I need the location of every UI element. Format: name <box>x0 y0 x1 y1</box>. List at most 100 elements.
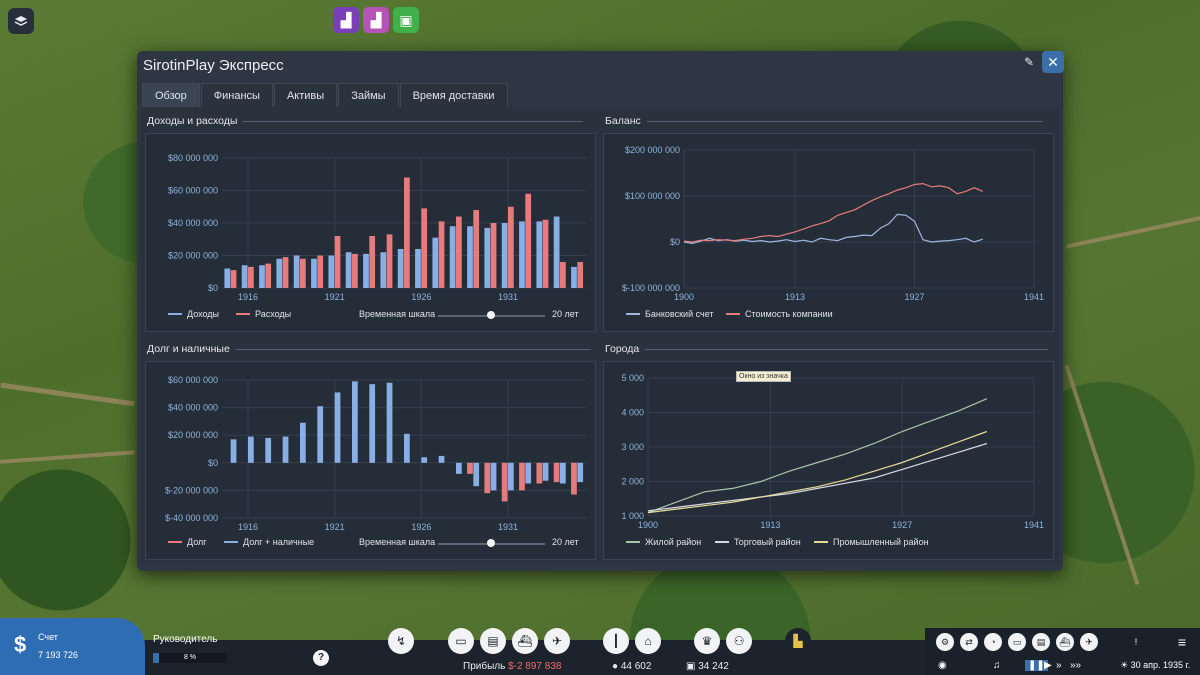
stations-filter-button[interactable]: ◔ <box>984 633 1002 651</box>
close-button[interactable]: ✕ <box>1042 51 1064 73</box>
legend-debt-plus-cash[interactable]: Долг + наличные <box>224 537 314 547</box>
bar <box>328 255 335 288</box>
help-button[interactable]: ? <box>313 650 329 666</box>
bar <box>363 253 369 288</box>
y-tick-label: $80 000 000 <box>168 153 218 163</box>
lines-button[interactable]: ┃ <box>603 628 629 654</box>
fast-button[interactable]: » <box>1056 660 1062 671</box>
bar <box>259 265 265 288</box>
vehicles-filter-button[interactable]: ⇄ <box>960 633 978 651</box>
legend-swatch <box>224 541 238 543</box>
trophy-icon: ♛ <box>701 634 713 648</box>
y-tick-label: $40 000 000 <box>168 218 218 228</box>
arrow-icon: ⇄ <box>965 636 973 647</box>
bar <box>415 249 421 288</box>
account-panel[interactable] <box>0 618 145 675</box>
trophy-button[interactable]: ♛ <box>694 628 720 654</box>
factory-icon-button[interactable]: ▟ <box>333 7 359 33</box>
bar <box>230 270 237 288</box>
ship-icon: ⛴ <box>517 634 533 648</box>
tab-bar: Обзор Финансы Активы Займы Время доставк… <box>142 83 509 107</box>
x-tick-label: 1900 <box>674 292 694 302</box>
build-track-button[interactable]: ↯ <box>388 628 414 654</box>
trains-button[interactable]: ▤ <box>480 628 506 654</box>
play-button[interactable]: ▶ <box>1044 660 1052 671</box>
bar <box>345 252 352 288</box>
bar <box>571 462 577 495</box>
road <box>0 450 135 464</box>
music-button[interactable]: ♫ <box>993 660 1001 671</box>
y-tick-label: $0 <box>670 237 680 247</box>
aircraft-button[interactable]: ✈ <box>544 628 570 654</box>
tab-delivery-time[interactable]: Время доставки <box>399 83 508 107</box>
overview-content: Доходы и расходы Баланс Долг и наличные … <box>141 107 1059 565</box>
tab-assets[interactable]: Активы <box>273 83 338 107</box>
plane-icon: ✈ <box>1085 636 1093 647</box>
menu-button[interactable]: ≡ <box>1173 633 1191 651</box>
y-tick-label: $0 <box>208 458 218 468</box>
layers-button[interactable] <box>8 8 34 34</box>
bar <box>421 208 428 288</box>
cargo-icon: ▣ <box>686 661 696 672</box>
legend-residential[interactable]: Жилой район <box>626 537 701 547</box>
pause-button[interactable]: ❚❚ <box>1025 660 1048 671</box>
cities-chart-panel: 1 000 2 000 3 000 4 000 5 000 1900 1913 1927 194… <box>603 361 1054 560</box>
factory-icon-button[interactable]: ▟ <box>363 7 389 33</box>
bar <box>553 216 560 288</box>
legend-commercial[interactable]: Торговый район <box>715 537 801 547</box>
bar <box>456 462 462 474</box>
edit-name-icon[interactable]: ✎ <box>1024 55 1035 69</box>
company-window: SirotinPlay Экспресс ✎ Обзор Финансы Акт… <box>137 51 1063 571</box>
bus-icon: ▭ <box>455 634 467 648</box>
depots-button[interactable]: ⌂ <box>635 628 661 654</box>
bar <box>282 436 289 463</box>
bar <box>317 406 324 463</box>
ship-filter-button[interactable]: ⛴ <box>1056 633 1074 651</box>
bar <box>473 210 480 288</box>
bus-filter-button[interactable]: ▭ <box>1008 633 1026 651</box>
legend-debt[interactable]: Долг <box>168 537 207 547</box>
tab-finance[interactable]: Финансы <box>200 83 273 107</box>
road-vehicles-button[interactable]: ▭ <box>448 628 474 654</box>
weather-icon: ☀ <box>1120 660 1129 670</box>
bar <box>484 227 491 288</box>
y-tick-label: $200 000 000 <box>625 145 680 155</box>
alert-button[interactable]: ! <box>1127 633 1145 651</box>
window-title: SirotinPlay Экспресс <box>143 57 284 74</box>
plane-filter-button[interactable]: ✈ <box>1080 633 1098 651</box>
y-tick-label: $100 000 000 <box>625 191 680 201</box>
legend-expenses[interactable]: Расходы <box>236 309 291 319</box>
bar <box>352 253 358 288</box>
faster-button[interactable]: »» <box>1070 660 1081 671</box>
legend-swatch <box>236 313 250 315</box>
bar <box>352 381 358 463</box>
timescale-slider-knob[interactable] <box>487 539 495 547</box>
train-filter-button[interactable]: ▤ <box>1032 633 1050 651</box>
tab-overview[interactable]: Обзор <box>142 83 200 107</box>
timescale-slider-knob[interactable] <box>487 311 495 319</box>
legend-industrial[interactable]: Промышленный район <box>814 537 929 547</box>
bar <box>519 462 525 491</box>
profit-stat: Прибыль $-2 897 838 <box>463 661 562 672</box>
bar <box>467 226 473 288</box>
dollar-icon: $ <box>14 632 27 657</box>
legend-company-value[interactable]: Стоимость компании <box>726 309 833 319</box>
balance-section-title: Баланс <box>605 115 1043 127</box>
legend-swatch <box>726 313 740 315</box>
company-button[interactable]: ⚇ <box>726 628 752 654</box>
legend-bank-account[interactable]: Банковский счет <box>626 309 714 319</box>
bus-icon: ▭ <box>1012 636 1022 647</box>
lines-icon: ┃ <box>612 634 620 648</box>
tab-loans[interactable]: Займы <box>338 83 399 107</box>
transport-filter-button[interactable]: ⚙ <box>936 633 954 651</box>
bulldoze-button[interactable]: ▙ <box>785 628 811 654</box>
farm-icon-button[interactable]: ▣ <box>393 7 419 33</box>
ships-button[interactable]: ⛴ <box>512 628 538 654</box>
bar <box>501 223 508 288</box>
population-stat: ● 44 602 <box>612 661 652 672</box>
bar <box>317 255 324 288</box>
farm-icon: ▣ <box>399 11 413 28</box>
legend-income[interactable]: Доходы <box>168 309 219 319</box>
view-button[interactable]: ◉ <box>938 660 947 671</box>
bar <box>386 234 393 288</box>
